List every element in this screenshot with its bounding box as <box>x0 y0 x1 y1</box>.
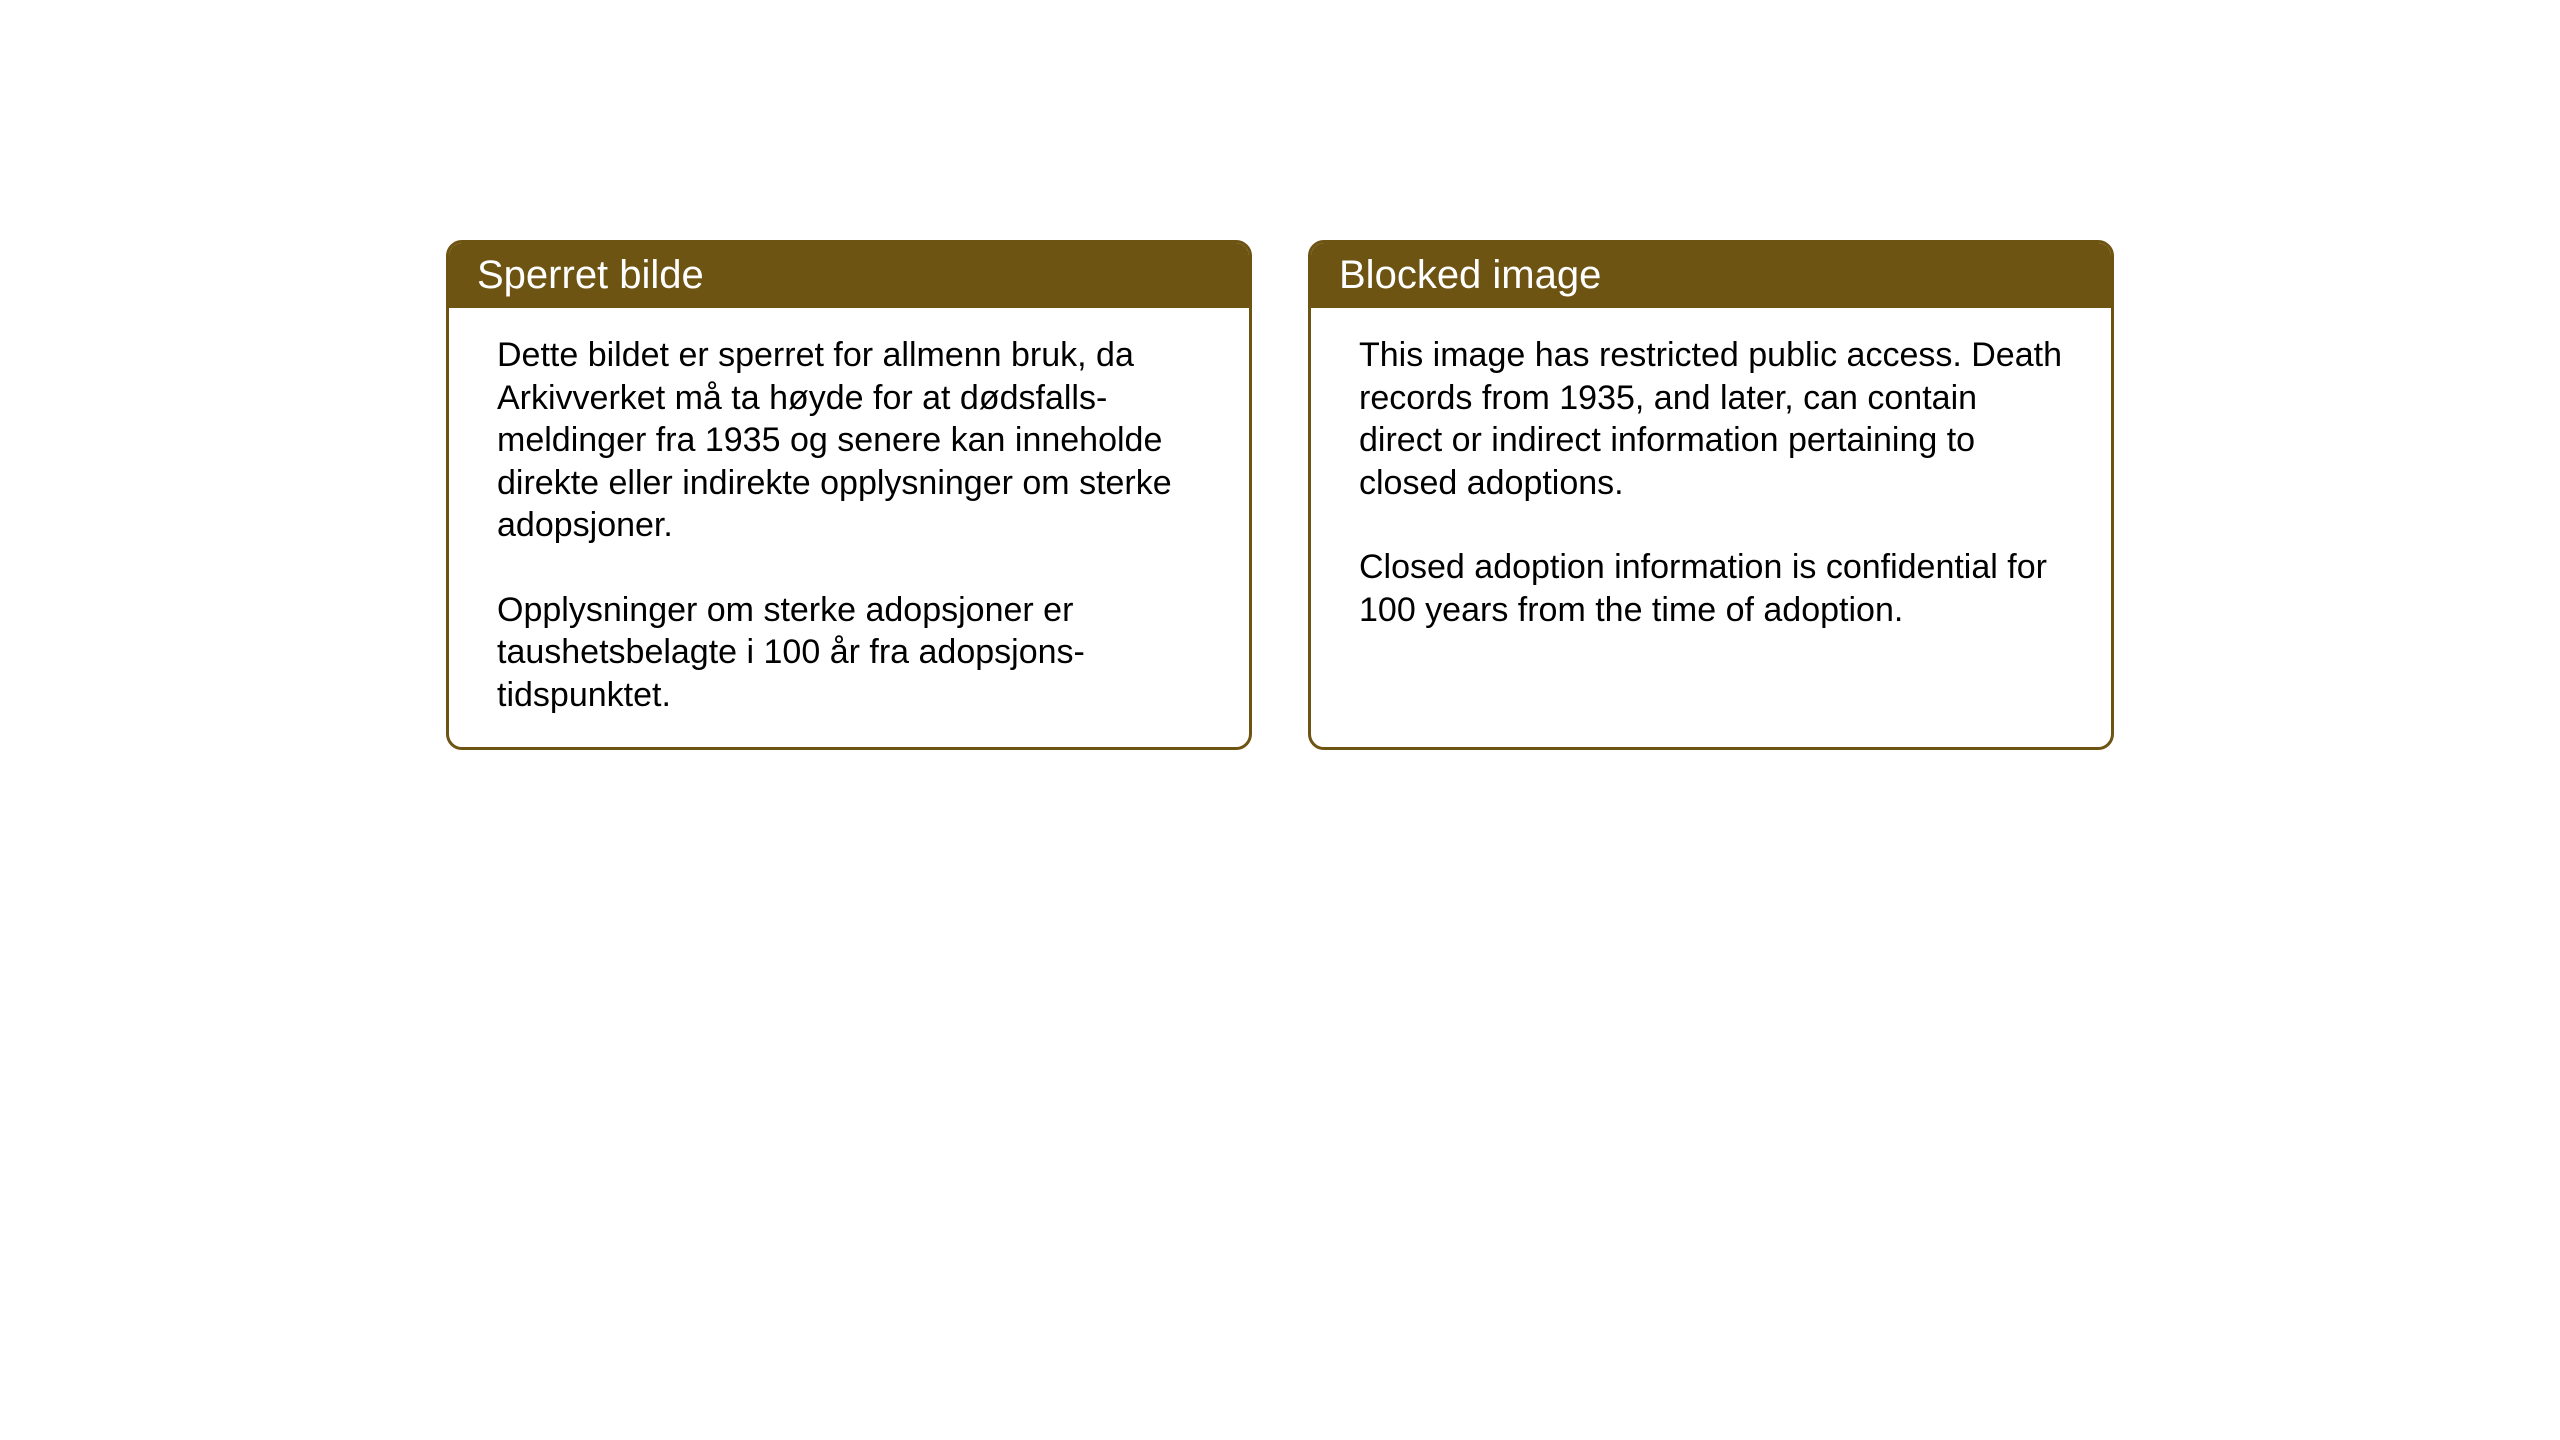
english-card-title: Blocked image <box>1311 243 2111 308</box>
norwegian-info-card: Sperret bilde Dette bildet er sperret fo… <box>446 240 1252 750</box>
english-paragraph-1: This image has restricted public access.… <box>1359 334 2063 504</box>
norwegian-paragraph-2: Opplysninger om sterke adopsjoner er tau… <box>497 589 1201 717</box>
norwegian-card-body: Dette bildet er sperret for allmenn bruk… <box>449 308 1249 742</box>
norwegian-paragraph-1: Dette bildet er sperret for allmenn bruk… <box>497 334 1201 547</box>
english-card-body: This image has restricted public access.… <box>1311 308 2111 657</box>
english-info-card: Blocked image This image has restricted … <box>1308 240 2114 750</box>
norwegian-card-title: Sperret bilde <box>449 243 1249 308</box>
info-cards-container: Sperret bilde Dette bildet er sperret fo… <box>446 240 2114 750</box>
english-paragraph-2: Closed adoption information is confident… <box>1359 546 2063 631</box>
